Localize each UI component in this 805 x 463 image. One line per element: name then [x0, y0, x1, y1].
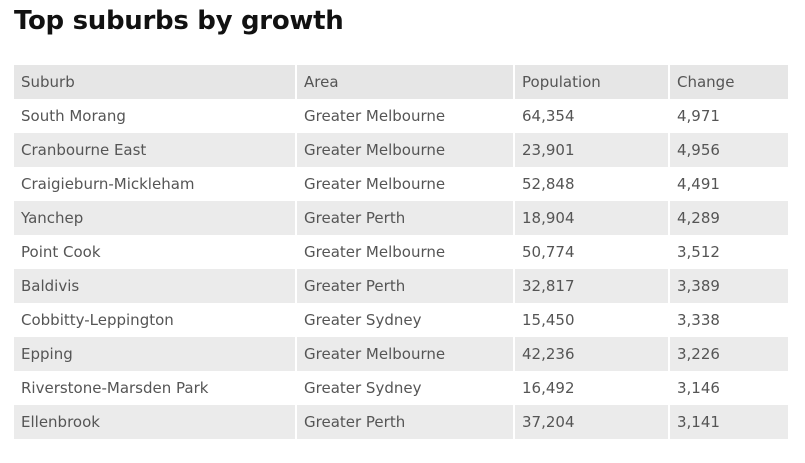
table-cell: Point Cook — [21, 243, 101, 261]
table-cell: 3,141 — [668, 405, 788, 439]
table-cell: 15,450 — [513, 303, 669, 337]
table-row: Cranbourne East Greater Melbourne 23,901 4,… — [14, 133, 788, 167]
table-cell: Greater Melbourne — [295, 99, 514, 133]
table-cell: Baldivis — [21, 277, 80, 295]
header-cell: Area — [295, 65, 514, 99]
header-cell: Population — [513, 65, 669, 99]
title: Top suburbs by growth — [14, 6, 344, 36]
table-cell: Greater Melbourne — [295, 337, 514, 371]
table-cell: Craigieburn-Mickleham — [21, 175, 195, 193]
table-cell: Greater Melbourne — [295, 133, 514, 167]
table-row: South Morang Greater Melbourne 64,354 4,971 — [14, 99, 788, 133]
table-cell: 3,512 — [668, 235, 788, 269]
table-row: Riverstone-Marsden Park Greater Sydney 16,… — [14, 371, 788, 405]
table-cell: Greater Melbourne — [295, 235, 514, 269]
table-cell: 4,491 — [668, 167, 788, 201]
table-cell: Yanchep — [21, 209, 84, 227]
table-cell: 4,956 — [668, 133, 788, 167]
table-cell: 3,389 — [668, 269, 788, 303]
table-cell: 37,204 — [513, 405, 669, 439]
table-row: Yanchep Greater Perth 18,904 4,289 — [14, 201, 788, 235]
table-cell: 3,226 — [668, 337, 788, 371]
table-row: Ellenbrook Greater Perth 37,204 3,141 — [14, 405, 788, 439]
table-cell: 4,289 — [668, 201, 788, 235]
header-cell: Change — [668, 65, 788, 99]
table-cell: Greater Perth — [295, 201, 514, 235]
table-cell: Cobbitty-Leppington — [21, 311, 174, 329]
table-cell: 3,146 — [668, 371, 788, 405]
header-row: Suburb Area Population Change — [14, 65, 788, 99]
table-cell: Greater Perth — [295, 269, 514, 303]
header-cell: Suburb — [21, 73, 75, 91]
table-row: Cobbitty-Leppington Greater Sydney 15,450 3… — [14, 303, 788, 337]
table-row: Craigieburn-Mickleham Greater Melbourne 52… — [14, 167, 788, 201]
table-cell: 16,492 — [513, 371, 669, 405]
table-cell: 50,774 — [513, 235, 669, 269]
table-cell: 18,904 — [513, 201, 669, 235]
table-cell: 23,901 — [513, 133, 669, 167]
table-cell: Riverstone-Marsden Park — [21, 379, 209, 397]
table-cell: Greater Melbourne — [295, 167, 514, 201]
table-row: Point Cook Greater Melbourne 50,774 3,512 — [14, 235, 788, 269]
table-cell: 4,971 — [668, 99, 788, 133]
table-header: Suburb Area Population Change — [14, 65, 788, 99]
table-cell: Greater Perth — [295, 405, 514, 439]
table-cell: 52,848 — [513, 167, 669, 201]
table-row: Baldivis Greater Perth 32,817 3,389 — [14, 269, 788, 303]
table-cell: South Morang — [21, 107, 126, 125]
table-row: Epping Greater Melbourne 42,236 3,226 — [14, 337, 788, 371]
table-cell: 32,817 — [513, 269, 669, 303]
table-cell: 64,354 — [513, 99, 669, 133]
table-cell: Greater Sydney — [295, 303, 514, 337]
table-cell: Greater Sydney — [295, 371, 514, 405]
table: Suburb Area Population Change South Morang G… — [14, 65, 788, 439]
table-cell: Epping — [21, 345, 73, 363]
table-cell: Cranbourne East — [21, 141, 147, 159]
table-body: South Morang Greater Melbourne 64,354 4,971… — [14, 99, 788, 439]
table-cell: Ellenbrook — [21, 413, 100, 431]
table-cell: 42,236 — [513, 337, 669, 371]
table-cell: 3,338 — [668, 303, 788, 337]
